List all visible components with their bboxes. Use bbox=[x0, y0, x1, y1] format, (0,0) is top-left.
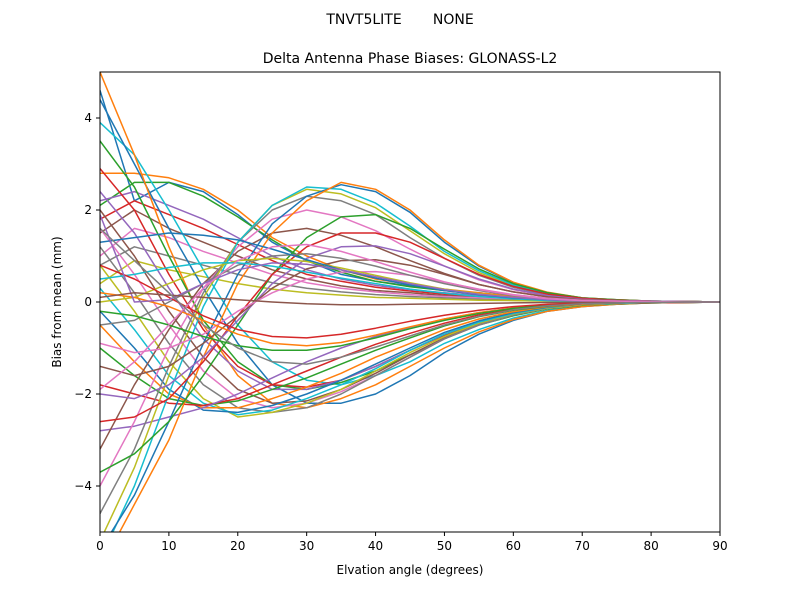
series-lines bbox=[100, 72, 720, 532]
x-tick-label: 80 bbox=[643, 539, 658, 553]
y-tick-label: −4 bbox=[74, 479, 92, 493]
x-tick-label: 0 bbox=[96, 539, 104, 553]
y-axis-ticks: −4 −2 0 2 4 bbox=[74, 111, 100, 493]
x-tick-label: 20 bbox=[230, 539, 245, 553]
y-tick-label: 0 bbox=[84, 295, 92, 309]
x-tick-label: 40 bbox=[368, 539, 383, 553]
series-line-46 bbox=[100, 292, 720, 306]
chart-title: Delta Antenna Phase Biases: GLONASS-L2 bbox=[263, 51, 558, 67]
x-tick-label: 70 bbox=[575, 539, 590, 553]
series-line-47 bbox=[100, 243, 720, 390]
y-axis-label: Bias from mean (mm) bbox=[50, 236, 64, 367]
x-axis-label: Elvation angle (degrees) bbox=[337, 563, 484, 577]
y-tick-label: −2 bbox=[74, 387, 92, 401]
y-tick-label: 2 bbox=[84, 203, 92, 217]
figure-suptitle: TNVT5LITE NONE bbox=[325, 12, 473, 28]
x-tick-label: 30 bbox=[299, 539, 314, 553]
series-line-48 bbox=[100, 227, 720, 365]
x-tick-label: 60 bbox=[506, 539, 521, 553]
y-tick-label: 4 bbox=[84, 111, 92, 125]
x-tick-label: 90 bbox=[712, 539, 727, 553]
x-tick-label: 10 bbox=[161, 539, 176, 553]
x-axis-ticks: 0 10 20 30 40 50 60 70 80 90 bbox=[96, 532, 728, 553]
x-tick-label: 50 bbox=[437, 539, 452, 553]
